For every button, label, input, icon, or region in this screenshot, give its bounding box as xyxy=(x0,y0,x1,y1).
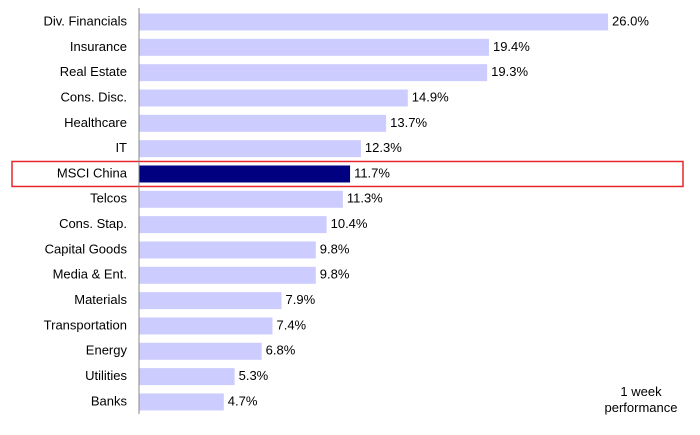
bar xyxy=(139,190,343,208)
category-label: Cons. Stap. xyxy=(59,216,127,231)
category-label: MSCI China xyxy=(57,165,128,180)
value-label: 7.9% xyxy=(286,292,316,307)
bar xyxy=(139,317,273,335)
category-label: IT xyxy=(115,140,127,155)
category-label: Utilities xyxy=(85,368,127,383)
bar xyxy=(139,13,609,31)
value-label: 19.3% xyxy=(491,64,528,79)
category-label: Materials xyxy=(74,292,127,307)
bar xyxy=(139,292,282,310)
category-label: Real Estate xyxy=(60,64,127,79)
value-label: 11.7% xyxy=(354,165,390,180)
category-label: Div. Financials xyxy=(43,13,127,28)
bar xyxy=(139,342,262,360)
category-label: Energy xyxy=(86,343,128,358)
bar xyxy=(139,64,488,82)
bar xyxy=(139,368,235,386)
category-label: Healthcare xyxy=(64,115,127,130)
bar xyxy=(139,89,408,107)
value-label: 12.3% xyxy=(365,140,402,155)
value-label: 19.4% xyxy=(493,39,530,54)
category-label: Transportation xyxy=(44,317,127,332)
bar xyxy=(139,165,351,183)
value-label: 4.7% xyxy=(228,393,258,408)
value-label: 9.8% xyxy=(320,267,350,282)
value-label: 26.0% xyxy=(612,13,649,28)
bar xyxy=(139,266,316,284)
bar xyxy=(139,38,489,56)
value-label: 9.8% xyxy=(320,241,350,256)
bar xyxy=(139,140,361,158)
value-label: 11.3% xyxy=(347,191,383,206)
category-label: Banks xyxy=(91,393,128,408)
value-label: 14.9% xyxy=(412,89,449,104)
value-label: 5.3% xyxy=(239,368,269,383)
category-label: Cons. Disc. xyxy=(61,89,127,104)
category-label: Capital Goods xyxy=(45,241,128,256)
bar xyxy=(139,114,387,132)
value-label: 6.8% xyxy=(266,343,296,358)
bar xyxy=(139,241,316,259)
value-label: 13.7% xyxy=(390,115,427,130)
annotation: 1 week performance xyxy=(604,384,678,415)
value-label: 7.4% xyxy=(276,317,306,332)
category-label: Telcos xyxy=(90,191,127,206)
bar xyxy=(139,393,224,411)
category-label: Media & Ent. xyxy=(53,267,127,282)
value-label: 10.4% xyxy=(331,216,368,231)
highlight-box xyxy=(11,160,684,188)
bar xyxy=(139,216,327,234)
category-label: Insurance xyxy=(70,39,127,54)
